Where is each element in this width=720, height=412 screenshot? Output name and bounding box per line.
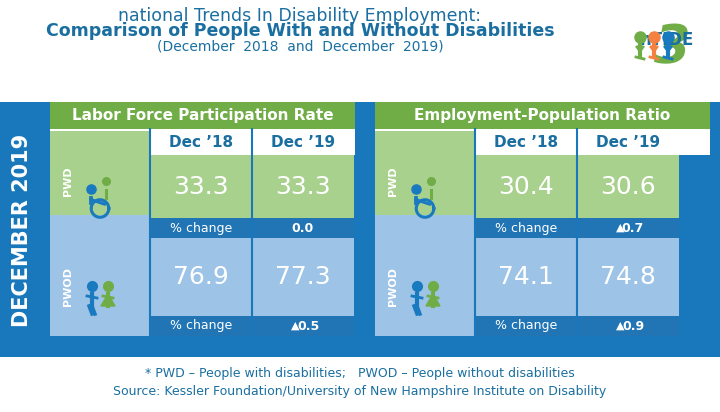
Bar xyxy=(577,155,679,218)
Bar xyxy=(375,215,475,319)
Text: % change: % change xyxy=(495,222,557,234)
Text: Dec ’18: Dec ’18 xyxy=(169,134,233,150)
Text: ▲: ▲ xyxy=(616,223,624,233)
Bar xyxy=(0,0,720,102)
Bar xyxy=(475,218,679,238)
Bar xyxy=(150,218,354,238)
Text: PWOD: PWOD xyxy=(63,267,73,307)
Text: 30.6: 30.6 xyxy=(600,175,656,199)
Text: 74.8: 74.8 xyxy=(600,265,656,289)
Polygon shape xyxy=(101,294,115,306)
Text: Dec ’19: Dec ’19 xyxy=(271,134,335,150)
Bar xyxy=(577,238,679,316)
Text: Dec ’18: Dec ’18 xyxy=(494,134,558,150)
Bar xyxy=(150,155,252,218)
Bar xyxy=(252,238,354,316)
Text: national Trends In Disability Employment:: national Trends In Disability Employment… xyxy=(119,7,482,25)
Text: Dec ’19: Dec ’19 xyxy=(596,134,660,150)
Text: PWOD: PWOD xyxy=(388,267,398,307)
Bar xyxy=(50,316,150,336)
Text: PWD: PWD xyxy=(63,167,73,196)
Text: 76.9: 76.9 xyxy=(173,265,229,289)
Text: ▲: ▲ xyxy=(616,321,624,331)
Bar xyxy=(375,316,475,336)
Text: DECEMBER 2019: DECEMBER 2019 xyxy=(12,133,32,327)
Polygon shape xyxy=(426,294,440,306)
Text: % change: % change xyxy=(170,319,232,332)
Text: (December  2018  and  December  2019): (December 2018 and December 2019) xyxy=(157,39,444,53)
Text: Labor Force Participation Rate: Labor Force Participation Rate xyxy=(72,108,333,123)
Text: ▲: ▲ xyxy=(291,321,300,331)
Bar xyxy=(375,129,710,155)
Bar xyxy=(475,155,577,218)
Text: PWD: PWD xyxy=(388,167,398,196)
Text: % change: % change xyxy=(495,319,557,332)
Text: 3: 3 xyxy=(654,22,690,74)
Bar xyxy=(0,102,720,357)
Text: nTIDE: nTIDE xyxy=(640,31,694,49)
Text: 30.4: 30.4 xyxy=(498,175,554,199)
Text: Comparison of People With and Without Disabilities: Comparison of People With and Without Di… xyxy=(45,22,554,40)
Bar xyxy=(150,316,354,336)
Text: 0.7: 0.7 xyxy=(622,222,644,234)
Text: 0.5: 0.5 xyxy=(297,319,319,332)
Text: 74.1: 74.1 xyxy=(498,265,554,289)
Bar xyxy=(375,214,475,238)
Bar xyxy=(475,316,679,336)
Bar xyxy=(375,131,475,218)
Bar xyxy=(50,129,355,155)
Text: Employment-Population Ratio: Employment-Population Ratio xyxy=(415,108,670,123)
Bar xyxy=(252,155,354,218)
Bar xyxy=(375,102,710,129)
Text: Source: Kessler Foundation/University of New Hampshire Institute on Disability: Source: Kessler Foundation/University of… xyxy=(113,386,607,398)
Bar xyxy=(50,215,150,319)
Bar xyxy=(50,102,355,129)
Text: 33.3: 33.3 xyxy=(174,175,229,199)
Bar xyxy=(50,214,150,238)
Text: * PWD – People with disabilities;   PWOD – People without disabilities: * PWD – People with disabilities; PWOD –… xyxy=(145,368,575,381)
Text: % change: % change xyxy=(170,222,232,234)
Text: 0.9: 0.9 xyxy=(622,319,644,332)
Text: 33.3: 33.3 xyxy=(275,175,330,199)
Bar xyxy=(475,238,577,316)
Bar xyxy=(150,238,252,316)
Text: 77.3: 77.3 xyxy=(275,265,330,289)
Text: 0.0: 0.0 xyxy=(292,222,314,234)
Bar xyxy=(0,357,720,412)
Bar xyxy=(50,131,150,218)
